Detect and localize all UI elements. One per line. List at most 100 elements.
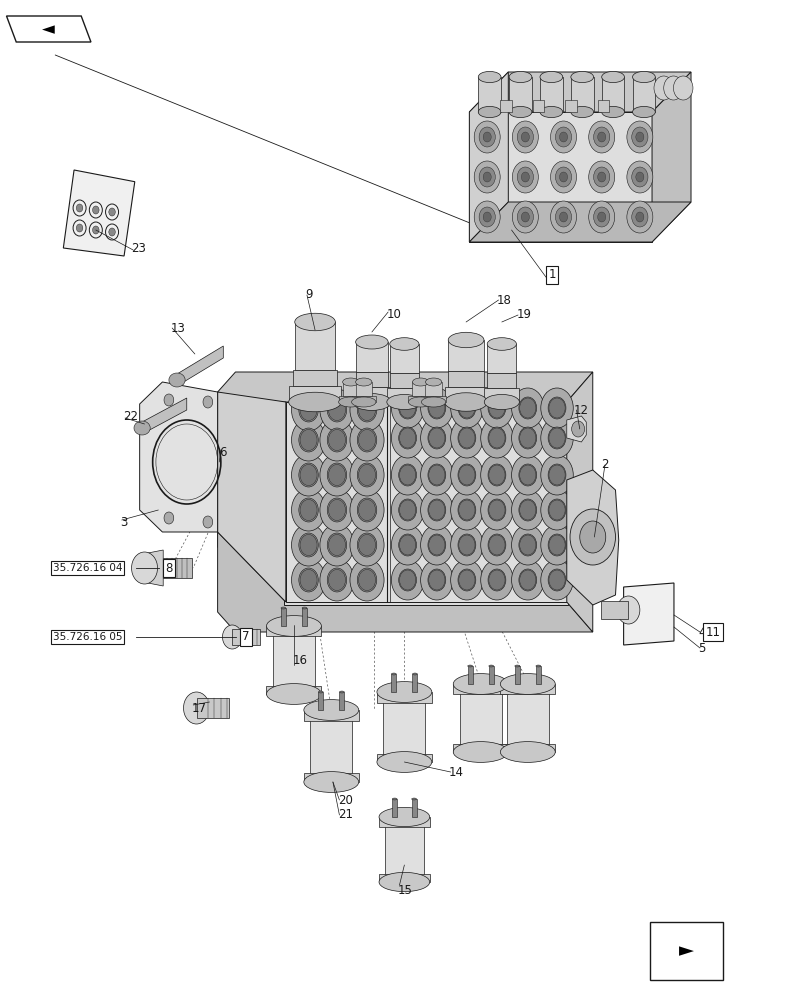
Circle shape: [579, 521, 605, 553]
Ellipse shape: [389, 338, 418, 350]
Circle shape: [512, 121, 538, 153]
Circle shape: [358, 464, 375, 486]
Polygon shape: [566, 416, 586, 442]
Circle shape: [653, 76, 672, 100]
Polygon shape: [425, 382, 441, 396]
Circle shape: [487, 499, 505, 521]
Circle shape: [398, 534, 416, 556]
Ellipse shape: [411, 798, 416, 800]
Circle shape: [512, 201, 538, 233]
Circle shape: [427, 569, 445, 591]
Polygon shape: [408, 396, 432, 402]
Polygon shape: [453, 744, 508, 752]
Circle shape: [626, 121, 652, 153]
Polygon shape: [506, 684, 548, 752]
Circle shape: [458, 428, 474, 448]
Polygon shape: [453, 684, 508, 694]
Circle shape: [222, 625, 242, 649]
Circle shape: [327, 498, 346, 522]
Ellipse shape: [376, 752, 431, 772]
Circle shape: [92, 226, 99, 234]
Circle shape: [450, 418, 483, 458]
Circle shape: [320, 419, 354, 461]
Ellipse shape: [453, 674, 508, 694]
Ellipse shape: [425, 378, 441, 386]
Polygon shape: [272, 626, 315, 694]
Circle shape: [547, 499, 565, 521]
Circle shape: [420, 455, 453, 495]
Circle shape: [512, 161, 538, 193]
Ellipse shape: [318, 691, 323, 693]
Circle shape: [511, 560, 543, 600]
Circle shape: [517, 207, 533, 227]
Polygon shape: [389, 344, 418, 373]
Ellipse shape: [487, 338, 516, 350]
Circle shape: [550, 121, 576, 153]
Circle shape: [320, 524, 354, 566]
Polygon shape: [564, 100, 576, 112]
Polygon shape: [351, 396, 375, 402]
Circle shape: [357, 533, 376, 557]
Ellipse shape: [632, 71, 654, 83]
Circle shape: [76, 204, 83, 212]
Circle shape: [457, 569, 475, 591]
Circle shape: [291, 489, 325, 531]
Circle shape: [626, 161, 652, 193]
Ellipse shape: [289, 392, 341, 412]
Circle shape: [109, 228, 115, 236]
Circle shape: [350, 419, 384, 461]
Circle shape: [487, 569, 505, 591]
Polygon shape: [266, 686, 321, 694]
Ellipse shape: [392, 798, 397, 800]
Polygon shape: [379, 817, 429, 827]
Ellipse shape: [539, 71, 562, 83]
Circle shape: [597, 212, 605, 222]
Circle shape: [399, 465, 415, 485]
Circle shape: [458, 570, 474, 590]
Circle shape: [488, 465, 504, 485]
Circle shape: [76, 224, 83, 232]
Circle shape: [550, 161, 576, 193]
Ellipse shape: [303, 700, 358, 720]
Polygon shape: [469, 72, 508, 242]
Circle shape: [350, 454, 384, 496]
Ellipse shape: [391, 673, 396, 675]
Polygon shape: [448, 340, 483, 371]
Polygon shape: [63, 170, 135, 256]
Text: 11: 11: [705, 626, 719, 639]
Circle shape: [631, 167, 647, 187]
Ellipse shape: [478, 106, 500, 118]
Polygon shape: [444, 387, 487, 402]
Polygon shape: [597, 100, 608, 112]
Circle shape: [450, 560, 483, 600]
Polygon shape: [310, 710, 352, 782]
Circle shape: [357, 463, 376, 487]
Circle shape: [428, 500, 444, 520]
Polygon shape: [339, 692, 344, 710]
Polygon shape: [632, 77, 654, 112]
Circle shape: [327, 428, 346, 452]
Ellipse shape: [355, 378, 371, 386]
Circle shape: [518, 569, 536, 591]
Circle shape: [420, 525, 453, 565]
Ellipse shape: [412, 673, 417, 675]
Circle shape: [399, 398, 415, 418]
Polygon shape: [163, 558, 191, 578]
Polygon shape: [566, 470, 618, 605]
Polygon shape: [623, 583, 673, 645]
Circle shape: [540, 560, 573, 600]
Circle shape: [320, 559, 354, 601]
Circle shape: [519, 500, 535, 520]
Circle shape: [588, 121, 614, 153]
Circle shape: [548, 570, 564, 590]
Polygon shape: [508, 77, 531, 112]
Circle shape: [327, 568, 346, 592]
Ellipse shape: [338, 397, 363, 407]
Text: 16: 16: [292, 654, 307, 666]
Polygon shape: [651, 72, 690, 242]
Circle shape: [478, 167, 495, 187]
Circle shape: [540, 418, 573, 458]
Ellipse shape: [134, 421, 150, 435]
Circle shape: [569, 509, 615, 565]
Ellipse shape: [467, 665, 472, 667]
